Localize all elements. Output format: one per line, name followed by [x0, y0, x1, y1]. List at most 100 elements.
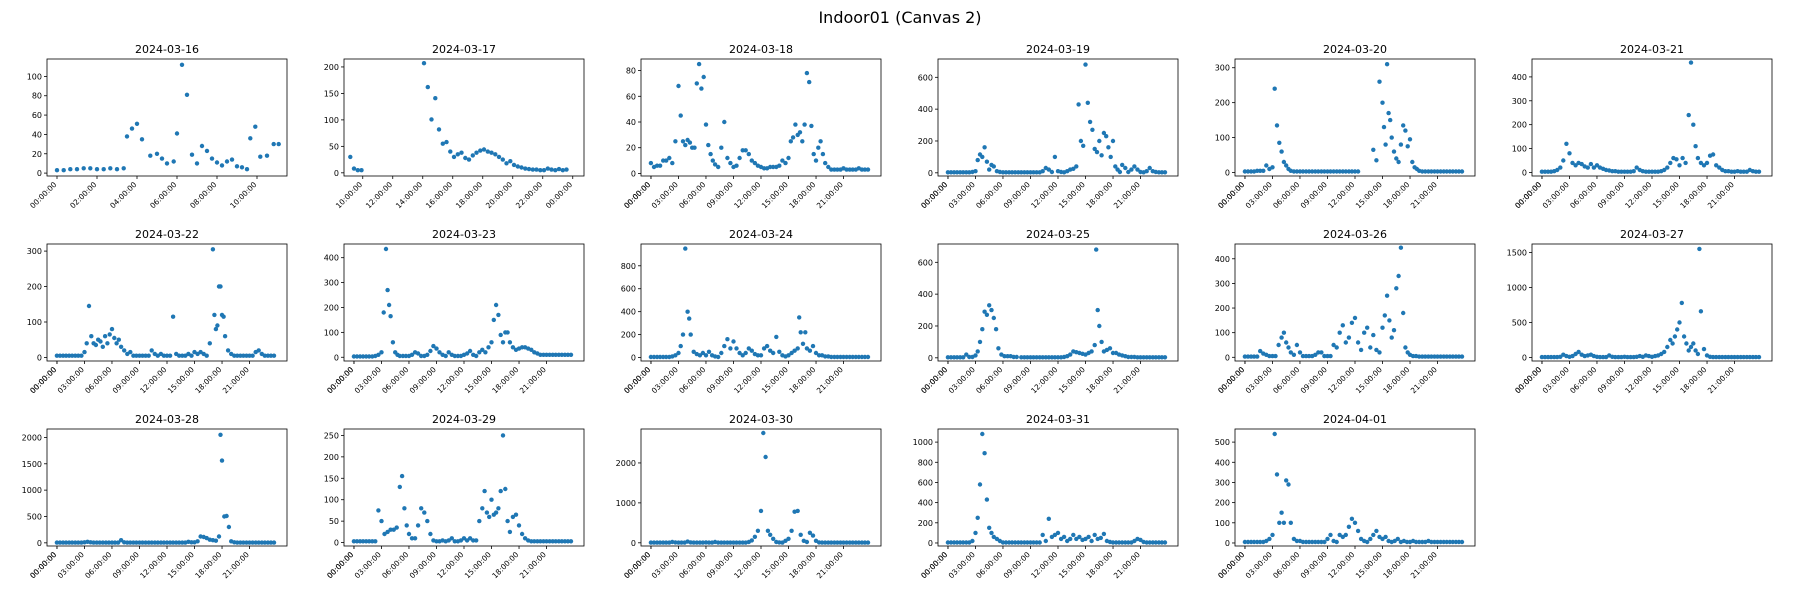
- data-point: [1328, 532, 1333, 538]
- data-point: [149, 348, 154, 353]
- data-point: [1052, 154, 1058, 160]
- data-point: [481, 147, 487, 152]
- x-tick-label: 10:00:00: [334, 180, 364, 210]
- data-point: [850, 354, 855, 360]
- data-point: [134, 353, 139, 358]
- data-point: [1310, 539, 1315, 545]
- data-point: [964, 352, 969, 357]
- data-point: [1276, 342, 1281, 348]
- x-tick-label: 00:00:00: [544, 180, 574, 210]
- data-point: [716, 354, 721, 360]
- data-point: [984, 497, 990, 502]
- data-point: [1090, 127, 1095, 132]
- data-point: [1162, 540, 1168, 545]
- x-tick-label: 15:00:00: [1057, 365, 1087, 395]
- data-point: [86, 303, 92, 309]
- data-point: [1019, 540, 1024, 545]
- data-point: [648, 354, 654, 360]
- data-point: [1542, 169, 1548, 174]
- x-tick-label: 00:00:00: [1216, 365, 1246, 395]
- data-point: [948, 355, 954, 360]
- data-point: [835, 540, 840, 545]
- data-point: [155, 540, 160, 545]
- data-point: [1570, 160, 1575, 166]
- data-point: [388, 314, 393, 319]
- data-point: [523, 166, 528, 171]
- data-point: [987, 167, 992, 172]
- data-point: [1383, 534, 1388, 540]
- data-point: [678, 113, 683, 118]
- data-point: [496, 506, 501, 511]
- y-tick-label: 1000: [616, 499, 636, 508]
- subplot-title: 2024-03-21: [1620, 43, 1684, 56]
- data-point: [1078, 138, 1084, 144]
- x-tick-label: 03:00:00: [1244, 180, 1274, 210]
- data-point: [1679, 300, 1685, 306]
- data-point: [1374, 347, 1379, 353]
- data-point: [1281, 159, 1287, 165]
- data-point: [989, 530, 994, 536]
- data-point: [856, 354, 861, 360]
- data-point: [1349, 320, 1355, 325]
- data-point: [485, 149, 490, 154]
- data-point: [565, 539, 571, 544]
- data-point: [444, 139, 449, 145]
- data-point: [850, 540, 855, 545]
- data-point: [437, 350, 442, 355]
- data-point: [1352, 169, 1358, 174]
- data-point: [1003, 170, 1009, 175]
- data-point: [519, 165, 524, 170]
- y-tick-label: 0: [334, 353, 339, 362]
- data-point: [701, 74, 706, 80]
- data-point: [464, 351, 470, 356]
- data-point: [967, 354, 972, 360]
- y-tick-label: 600: [918, 258, 933, 267]
- data-point: [803, 330, 808, 335]
- x-tick-label: 21:00:00: [1706, 180, 1736, 210]
- data-point: [425, 518, 430, 524]
- data-point: [419, 506, 424, 511]
- x-tick-label: 15:00:00: [463, 550, 493, 580]
- data-point: [480, 347, 485, 352]
- data-point: [474, 150, 479, 155]
- data-point: [761, 430, 766, 436]
- data-point: [1668, 337, 1673, 343]
- data-point: [1591, 165, 1597, 170]
- data-point: [406, 531, 412, 537]
- data-point: [225, 348, 231, 353]
- data-point: [480, 506, 485, 511]
- data-point: [816, 145, 821, 150]
- x-tick-label: 18:00:00: [193, 550, 223, 580]
- y-tick-label: 200: [1512, 121, 1527, 130]
- data-point: [1273, 353, 1278, 359]
- x-tick-label: 18:00:00: [1678, 365, 1708, 395]
- data-point: [1126, 540, 1131, 545]
- plot-frame: [1531, 58, 1773, 177]
- data-point: [553, 168, 558, 173]
- data-point: [1355, 169, 1361, 174]
- data-point: [1046, 355, 1052, 360]
- y-tick-label: 400: [918, 105, 933, 114]
- data-point: [797, 315, 802, 320]
- data-point: [1037, 540, 1042, 545]
- data-point: [1756, 354, 1762, 360]
- data-point: [560, 168, 565, 173]
- data-point: [239, 165, 245, 170]
- data-point: [1107, 346, 1113, 351]
- data-point: [1387, 318, 1392, 323]
- data-point: [1686, 348, 1691, 353]
- data-point: [143, 353, 148, 358]
- data-point: [696, 61, 702, 67]
- data-point: [115, 540, 121, 545]
- data-point: [697, 353, 703, 358]
- x-tick-label: 03:00:00: [650, 550, 680, 580]
- data-point: [768, 348, 773, 353]
- x-tick-label: 03:00:00: [947, 550, 977, 580]
- data-point: [82, 349, 87, 355]
- x-tick-label: 12:00:00: [732, 550, 762, 580]
- x-tick-label: 18:00:00: [1084, 550, 1114, 580]
- x-tick-label: 00:00:00: [1216, 550, 1246, 580]
- data-point: [1450, 539, 1456, 545]
- x-tick-label: 15:00:00: [166, 365, 196, 395]
- data-point: [1147, 540, 1152, 545]
